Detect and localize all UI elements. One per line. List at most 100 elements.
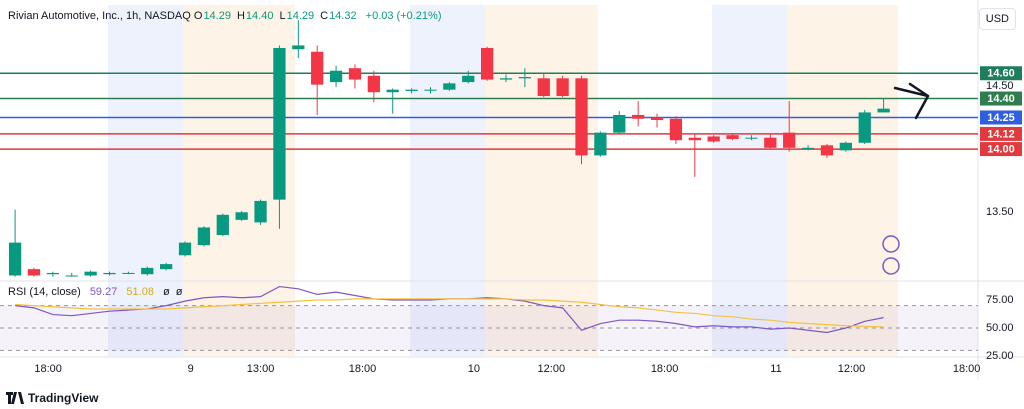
level-label: 14.12 (987, 128, 1015, 140)
rsi-ma-value: 51.08 (126, 286, 154, 298)
ohlc-key: C (320, 10, 329, 22)
candle-body (348, 68, 362, 80)
candle-body (877, 108, 890, 113)
candle-body (594, 132, 607, 156)
candle-body (783, 132, 796, 148)
x-tick-label: 18:00 (953, 363, 981, 375)
level-label: 14.25 (987, 112, 1015, 124)
candle-body (405, 89, 418, 91)
candle-body (556, 78, 569, 96)
level-label-bg (980, 66, 1022, 81)
candle-body (178, 242, 192, 256)
candle-body (839, 142, 852, 151)
y-tick-label: 75.00 (986, 294, 1014, 306)
candle-body (820, 145, 834, 156)
icon[interactable] (882, 257, 900, 275)
candle-body (613, 114, 626, 133)
ohlc-key: O (193, 10, 203, 22)
x-tick-label: 12:00 (538, 363, 566, 375)
candle-body (688, 137, 701, 141)
level-label-bg (980, 142, 1022, 157)
level-label-bg (980, 126, 1022, 141)
brand: TradingView (6, 391, 98, 405)
candle-body (160, 264, 173, 270)
candle-body (367, 75, 380, 93)
candle-body (632, 114, 645, 119)
level-label: 14.00 (987, 143, 1015, 155)
ohlc-value: 14.29 (286, 10, 315, 22)
candle-body (650, 117, 664, 121)
chart-title: Rivian Automotive, Inc., 1h, NASDAQ (8, 10, 191, 22)
x-tick-label: 13:00 (247, 363, 275, 375)
session-band (410, 5, 485, 356)
ohlc-key: H (236, 10, 245, 22)
candle-body (462, 75, 475, 83)
candle-body (254, 200, 267, 223)
candle-body (235, 212, 248, 220)
icon[interactable] (882, 235, 900, 253)
y-tick-label: 25.00 (986, 350, 1014, 362)
candle-body (216, 214, 229, 236)
session-band (787, 5, 898, 356)
candle-body (65, 275, 78, 277)
ohlc-value: 14.29 (203, 10, 231, 22)
chart-header: Rivian Automotive, Inc., 1h, NASDAQ O14.… (8, 10, 448, 22)
rsi-value: 59.27 (89, 286, 118, 298)
x-tick-label: 9 (188, 363, 194, 375)
ohlc-value: 14.32 (329, 10, 357, 22)
series-line (15, 298, 884, 328)
x-tick-label: 11 (770, 363, 781, 375)
candle-body (311, 51, 324, 85)
y-tick-label: 13.50 (986, 206, 1014, 218)
level-label-bg (980, 110, 1022, 125)
candle-body (141, 267, 154, 275)
x-tick-label: 18:00 (349, 363, 377, 375)
candle-body (27, 269, 41, 276)
level-label: 14.40 (987, 93, 1015, 105)
currency-button[interactable]: USD (978, 8, 1016, 30)
icon[interactable]: ø (163, 286, 170, 298)
change: +0.03 (+0.21%) (365, 10, 442, 22)
candle-body (103, 272, 116, 275)
candle-body (46, 272, 60, 275)
candle-body (424, 89, 437, 91)
y-tick-label: 14.50 (986, 80, 1014, 92)
candle-body (273, 47, 286, 200)
candle-body (386, 89, 399, 93)
ohlc-key: L (279, 10, 286, 22)
candle-body (8, 242, 22, 276)
level-label: 14.60 (987, 68, 1015, 80)
session-band (712, 5, 787, 356)
candle-body (669, 118, 683, 141)
candle-body (726, 135, 739, 139)
candle-body (707, 136, 720, 142)
candle-body (329, 70, 343, 83)
y-tick-label: 50.00 (986, 322, 1014, 334)
candle-body (480, 47, 494, 80)
candle-body (801, 147, 815, 149)
candle-body (292, 45, 305, 50)
brand-name: TradingView (28, 391, 99, 405)
ohlc-values: O14.29 H14.40 L14.29 C14.32 (194, 10, 363, 22)
x-tick-label: 10 (468, 363, 480, 375)
arrow-annotation (893, 82, 930, 120)
candle-body (518, 77, 532, 79)
rsi-title: RSI (14, close) (8, 286, 81, 298)
candle-body (197, 227, 211, 246)
candle-body (745, 137, 758, 139)
candle-body (499, 78, 513, 80)
candle-body (858, 112, 871, 143)
candle-body (764, 137, 777, 148)
candle-body (122, 272, 135, 274)
session-band (485, 5, 598, 356)
candle-body (84, 271, 97, 276)
session-band (108, 5, 183, 356)
x-tick-label: 18:00 (34, 363, 62, 375)
candle-body (443, 83, 456, 90)
ohlc-value: 14.40 (245, 10, 274, 22)
x-tick-label: 18:00 (651, 363, 679, 375)
icon[interactable]: ø (175, 286, 183, 298)
